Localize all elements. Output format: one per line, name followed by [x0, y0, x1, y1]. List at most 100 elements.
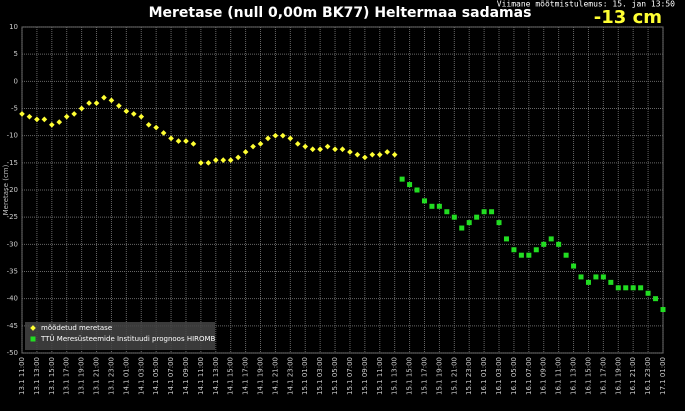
point	[518, 252, 524, 258]
point	[466, 220, 472, 226]
point	[571, 263, 577, 269]
legend-box	[25, 322, 215, 350]
y-tick-label: -10	[7, 132, 18, 140]
x-tick-label: 13.1 17:00	[63, 357, 71, 395]
point	[280, 132, 286, 139]
point	[123, 108, 130, 115]
point	[168, 135, 174, 142]
x-tick-label: 14.1 11:00	[197, 357, 205, 395]
x-tick-label: 16.1 01:00	[480, 357, 488, 395]
point	[86, 100, 92, 106]
point	[578, 274, 584, 280]
point	[302, 143, 309, 150]
x-tick-label: 16.1 13:00	[570, 357, 578, 395]
point	[317, 146, 323, 153]
y-tick-label: -15	[7, 159, 18, 167]
point	[26, 113, 33, 120]
legend-label: TTÜ Meresüsteemide Instituudi prognoos H…	[40, 334, 216, 343]
point	[653, 296, 659, 302]
point	[459, 225, 465, 231]
point	[235, 154, 241, 161]
point	[71, 111, 78, 117]
x-tick-label: 14.1 03:00	[137, 357, 145, 395]
point	[474, 214, 480, 220]
point	[227, 157, 234, 163]
point	[429, 203, 435, 209]
point	[108, 97, 115, 104]
point	[533, 247, 539, 253]
x-tick-label: 15.1 11:00	[376, 357, 384, 395]
point	[257, 140, 264, 147]
point	[116, 102, 122, 109]
point	[309, 146, 316, 153]
point	[63, 113, 70, 120]
point	[347, 149, 353, 155]
point	[563, 252, 569, 258]
legend-label: mõõdetud meretase	[41, 324, 112, 332]
point	[623, 285, 629, 291]
y-tick-label: -45	[7, 322, 18, 330]
x-tick-label: 14.1 07:00	[167, 357, 175, 395]
x-tick-label: 13.1 23:00	[107, 357, 115, 395]
point	[541, 241, 547, 247]
point	[600, 274, 606, 280]
y-tick-label: 5	[14, 50, 18, 58]
point	[451, 214, 457, 220]
point	[153, 124, 159, 131]
x-tick-label: 14.1 15:00	[227, 357, 235, 395]
legend-marker	[30, 336, 36, 342]
y-tick-label: -35	[7, 268, 18, 276]
x-tick-label: 16.1 05:00	[510, 357, 518, 395]
point	[526, 252, 532, 258]
x-tick-label: 17.1 01:00	[659, 357, 667, 395]
point	[362, 154, 368, 161]
point	[444, 209, 450, 215]
point	[160, 130, 167, 136]
x-tick-label: 15.1 17:00	[420, 357, 428, 395]
point	[272, 132, 279, 139]
point	[496, 220, 502, 226]
point	[242, 149, 249, 155]
y-tick-label: -20	[7, 186, 18, 194]
point	[630, 285, 636, 291]
point	[145, 121, 152, 128]
point	[212, 157, 219, 163]
point	[287, 135, 294, 142]
point	[138, 113, 145, 120]
point	[220, 157, 227, 163]
x-tick-label: 15.1 21:00	[450, 357, 458, 395]
y-tick-label: -50	[7, 349, 18, 357]
point	[608, 279, 614, 285]
x-tick-label: 14.1 17:00	[242, 357, 250, 395]
point	[130, 111, 137, 117]
x-tick-label: 16.1 11:00	[555, 357, 563, 395]
point	[369, 151, 376, 158]
point	[414, 187, 420, 193]
x-tick-label: 14.1 09:00	[182, 357, 190, 395]
point	[175, 138, 182, 144]
x-tick-label: 14.1 05:00	[152, 357, 160, 395]
x-tick-label: 16.1 07:00	[525, 357, 533, 395]
point	[489, 209, 495, 215]
x-tick-label: 15.1 05:00	[331, 357, 339, 395]
point	[198, 160, 204, 166]
point	[481, 209, 487, 215]
x-tick-label: 15.1 13:00	[391, 357, 399, 395]
x-tick-label: 14.1 13:00	[212, 357, 220, 395]
x-tick-label: 14.1 19:00	[257, 357, 265, 395]
x-tick-label: 13.1 15:00	[48, 357, 56, 395]
x-tick-label: 15.1 07:00	[346, 357, 354, 395]
x-tick-label: 13.1 21:00	[93, 357, 101, 395]
point	[101, 94, 107, 101]
x-tick-label: 15.1 03:00	[316, 357, 324, 395]
point	[265, 135, 271, 142]
point	[615, 285, 621, 291]
x-tick-label: 14.1 21:00	[271, 357, 279, 395]
point	[399, 176, 405, 182]
x-tick-label: 13.1 13:00	[33, 357, 41, 395]
y-tick-label: -30	[7, 240, 18, 248]
x-tick-label: 14.1 23:00	[286, 357, 294, 395]
x-tick-label: 13.1 11:00	[18, 357, 26, 395]
x-tick-label: 16.1 19:00	[614, 357, 622, 395]
